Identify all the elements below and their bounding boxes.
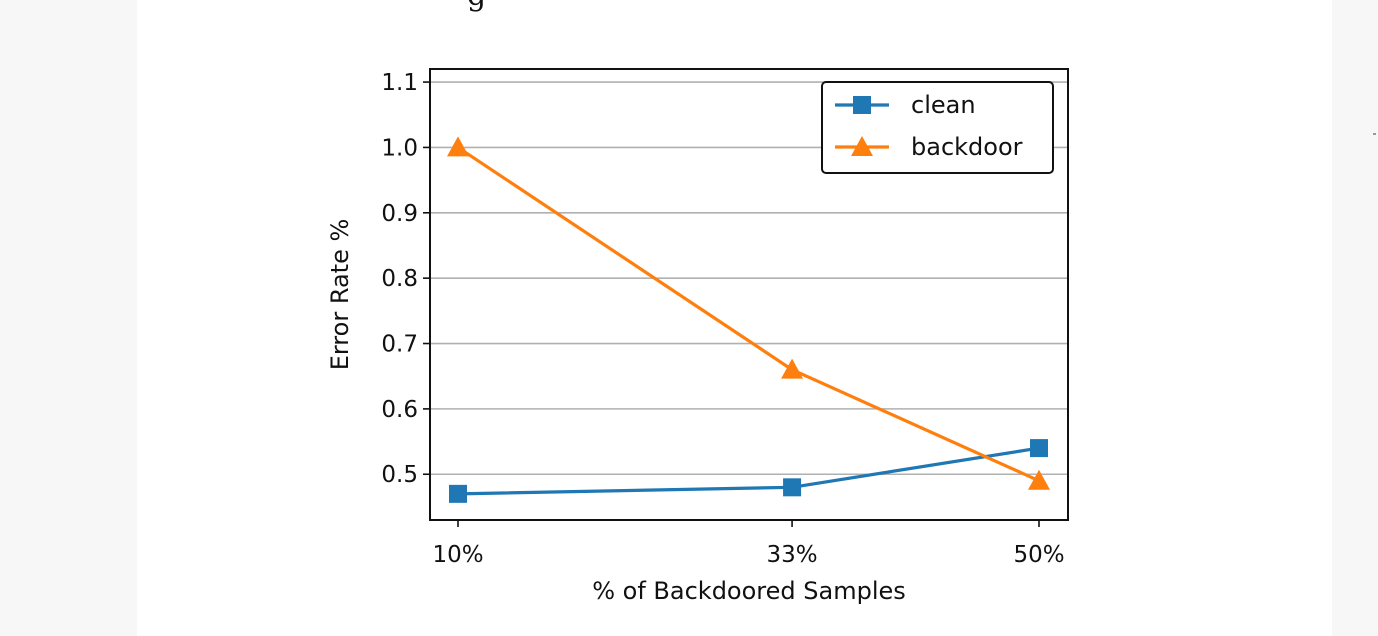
x-tick-label: 50%	[1013, 542, 1064, 568]
series-line-clean	[458, 448, 1039, 494]
x-tick-label: 10%	[432, 542, 483, 568]
data-point-clean	[1030, 439, 1048, 457]
y-tick-label: 0.5	[381, 462, 418, 488]
data-point-backdoor	[447, 136, 469, 156]
legend-label-clean: clean	[911, 91, 976, 119]
y-tick-label: 0.8	[381, 266, 418, 292]
legend-marker-clean	[853, 96, 871, 114]
y-tick-label: 1.1	[381, 70, 418, 96]
series-layer	[447, 136, 1050, 502]
legend-label-backdoor: backdoor	[911, 133, 1023, 161]
data-point-backdoor	[1028, 470, 1050, 490]
y-tick-label: 1.0	[381, 135, 418, 161]
y-tick-label: 0.6	[381, 397, 418, 423]
y-axis-title: Error Rate %	[326, 219, 354, 371]
legend: clean backdoor	[822, 82, 1053, 173]
data-point-backdoor	[781, 359, 803, 379]
series-line-backdoor	[458, 147, 1039, 480]
x-axis-title: % of Backdoored Samples	[592, 577, 906, 605]
y-tick-label: 0.9	[381, 201, 418, 227]
data-point-clean	[449, 485, 467, 503]
y-tick-label: 0.7	[381, 332, 418, 358]
x-tick-label: 33%	[767, 542, 818, 568]
data-point-clean	[783, 478, 801, 496]
